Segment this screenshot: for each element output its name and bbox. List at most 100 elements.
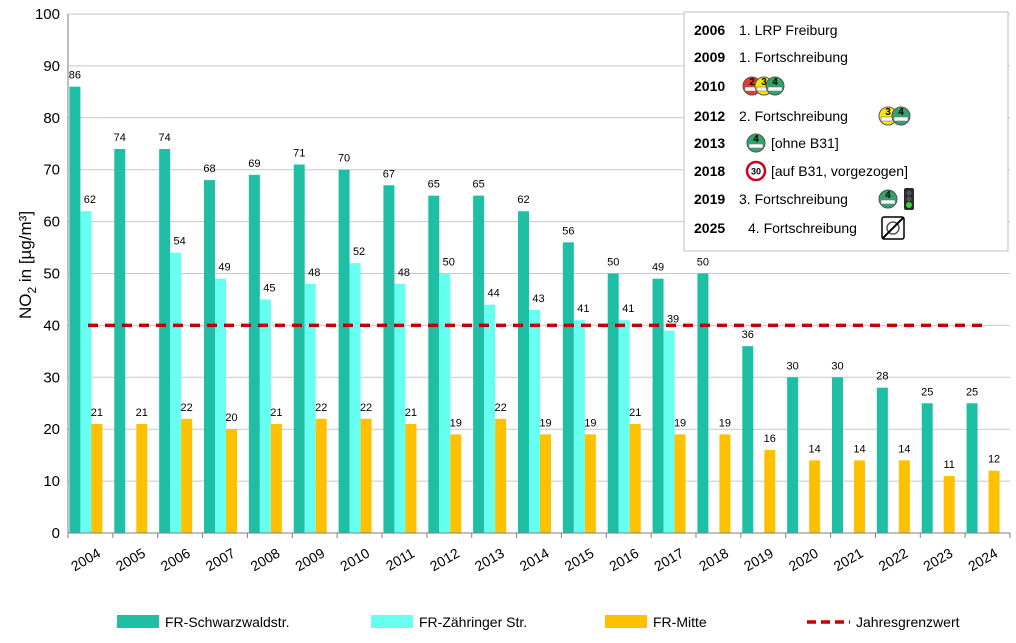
bar-schwarzwaldstr <box>607 273 619 533</box>
info-text: 1. LRP Freiburg <box>739 22 838 38</box>
data-label: 65 <box>473 179 485 191</box>
y-tick-label: 60 <box>43 214 60 231</box>
bar-fr-mitte <box>136 424 148 533</box>
info-text: 1. Fortschreibung <box>739 49 848 65</box>
bar-fr-mitte <box>719 434 731 533</box>
bar-fr-mitte <box>270 424 282 533</box>
x-tick-label: 2012 <box>427 545 462 575</box>
bar-fr-mitte <box>450 434 462 533</box>
y-tick-label: 100 <box>35 6 60 23</box>
data-label: 22 <box>495 402 507 414</box>
zone-sign-circle <box>886 221 900 235</box>
bar-schwarzwaldstr <box>697 273 709 533</box>
bar-schwarzwaldstr <box>204 180 215 533</box>
data-label: 50 <box>607 257 619 269</box>
data-label: 19 <box>719 417 731 429</box>
data-label: 54 <box>174 236 186 248</box>
data-label: 14 <box>898 443 910 455</box>
bar-schwarzwaldstr <box>832 377 843 533</box>
data-label: 50 <box>697 257 709 269</box>
y-tick-label: 80 <box>43 110 60 127</box>
zone-end-sign-icon <box>881 216 905 240</box>
traffic-light-lamp-green <box>906 202 912 208</box>
x-axis-ticks: 2004 2005 2006 2007 2008 2009 2010 2011 2012 2013… <box>68 545 1000 575</box>
bar-schwarzwaldstr <box>921 403 933 533</box>
bar-fr-mitte <box>360 418 372 533</box>
info-year: 2010 <box>694 78 725 94</box>
badge-digit: 4 <box>772 77 778 88</box>
badge-digit: 3 <box>761 77 767 88</box>
traffic-light-lamp <box>906 190 912 196</box>
bar-zaehringer-str <box>259 299 271 533</box>
info-text: 3. Fortschreibung <box>739 191 848 207</box>
bar-fr-mitte <box>674 434 686 533</box>
bar-schwarzwaldstr <box>876 387 888 533</box>
data-label: 11 <box>944 459 955 471</box>
info-year: 2018 <box>694 163 725 179</box>
x-tick-label: 2023 <box>920 545 955 575</box>
bar-schwarzwaldstr <box>114 148 126 533</box>
bar-schwarzwaldstr <box>652 278 664 533</box>
data-label: 22 <box>181 402 193 414</box>
bar-schwarzwaldstr <box>428 195 440 533</box>
data-label: 21 <box>270 407 282 419</box>
badge-strip <box>767 86 783 92</box>
legend-label: FR-Schwarzwaldstr. <box>165 614 289 630</box>
data-label: 21 <box>405 407 417 419</box>
bar-zaehringer-str <box>170 252 182 534</box>
bar-fr-mitte <box>495 418 507 533</box>
info-year: 2013 <box>694 135 725 151</box>
bar-fr-mitte <box>226 429 237 533</box>
x-tick-label: 2013 <box>472 545 507 575</box>
data-label: 52 <box>353 246 365 258</box>
data-labels: 8662217421745422684920694521714822705222… <box>69 70 1000 471</box>
legend-label: FR-Mitte <box>653 614 707 630</box>
data-label: 25 <box>966 386 978 398</box>
info-text: [auf B31, vorgezogen] <box>771 163 908 179</box>
badge-digit: 3 <box>885 107 891 118</box>
x-tick-label: 2020 <box>786 545 821 575</box>
y-axis-title-subscript: 2 <box>25 287 39 294</box>
data-label: 62 <box>84 194 96 206</box>
bar-zaehringer-str <box>394 283 406 533</box>
data-label: 74 <box>159 132 171 144</box>
data-label: 67 <box>383 168 395 180</box>
legend-label: Jahresgrenzwert <box>856 614 960 630</box>
bar-fr-mitte <box>988 470 1000 533</box>
legend: FR-Schwarzwaldstr. FR-Zähringer Str. FR-Mi… <box>117 614 960 630</box>
bar-schwarzwaldstr <box>338 169 350 533</box>
bar-fr-mitte <box>405 424 417 533</box>
bar-schwarzwaldstr <box>69 86 81 533</box>
y-tick-label: 90 <box>43 58 60 75</box>
bar-fr-mitte <box>943 475 955 533</box>
bar-zaehringer-str <box>529 309 540 533</box>
data-label: 20 <box>225 412 237 424</box>
bar-fr-mitte <box>898 460 910 533</box>
data-label: 19 <box>450 417 462 429</box>
legend-label: FR-Zähringer Str. <box>419 614 527 630</box>
x-tick-label: 2006 <box>158 545 193 575</box>
bars <box>69 86 1000 534</box>
bar-fr-mitte <box>540 434 551 533</box>
data-label: 21 <box>629 407 641 419</box>
data-label: 71 <box>293 148 305 160</box>
data-label: 21 <box>136 407 148 419</box>
y-tick-label: 50 <box>43 266 60 283</box>
bar-fr-mitte <box>181 418 193 533</box>
bar-zaehringer-str <box>573 320 585 533</box>
x-tick-label: 2015 <box>562 545 597 575</box>
x-tick-label: 2005 <box>113 545 148 575</box>
data-label: 41 <box>577 303 589 315</box>
x-tick-label: 2014 <box>517 545 552 575</box>
data-label: 49 <box>218 262 230 274</box>
bar-zaehringer-str <box>80 211 92 533</box>
y-tick-label: 40 <box>43 317 60 334</box>
traffic-light-lamp <box>906 196 912 202</box>
x-tick-label: 2018 <box>696 545 731 575</box>
badge-strip <box>748 143 764 149</box>
bar-zaehringer-str <box>439 273 451 533</box>
x-tick-label: 2009 <box>292 545 327 575</box>
y-tick-label: 0 <box>52 525 60 542</box>
data-label: 48 <box>308 267 320 279</box>
bar-schwarzwaldstr <box>293 164 305 533</box>
